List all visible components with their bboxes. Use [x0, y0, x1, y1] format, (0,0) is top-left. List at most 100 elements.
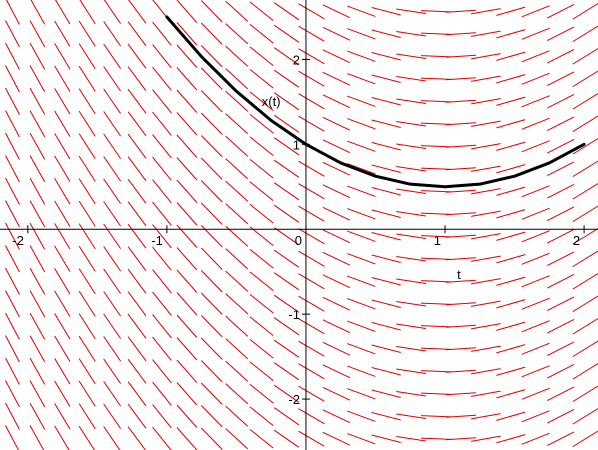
direction-segment	[572, 272, 598, 290]
direction-segment	[396, 256, 427, 262]
direction-segment	[103, 43, 122, 69]
direction-segment	[249, 316, 274, 337]
direction-segment	[5, 42, 20, 70]
direction-segment	[547, 94, 575, 109]
x-axis-label: t	[457, 267, 461, 282]
direction-segment	[521, 50, 550, 63]
direction-segment	[249, 248, 274, 269]
direction-segment	[249, 91, 274, 112]
direction-segment	[421, 302, 452, 305]
direction-segment	[371, 232, 401, 241]
direction-segment	[298, 205, 325, 222]
direction-segment	[5, 200, 20, 228]
direction-segment	[496, 74, 526, 84]
direction-segment	[572, 227, 598, 245]
direction-segment	[371, 52, 401, 61]
direction-segment	[54, 88, 71, 115]
direction-segment	[547, 319, 575, 334]
axis-ticks: -2 -1 0 1 2 -2 -1 1 2	[12, 52, 585, 407]
direction-segment	[225, 248, 249, 270]
direction-segment	[5, 380, 20, 408]
direction-segment	[298, 363, 325, 380]
solution-curve	[165, 15, 586, 189]
direction-segment	[572, 160, 598, 178]
direction-segment	[176, 337, 198, 361]
direction-segment	[396, 121, 427, 127]
direction-segment	[298, 318, 325, 335]
direction-segment	[273, 429, 300, 448]
direction-segment	[322, 94, 351, 109]
direction-segment	[521, 297, 550, 310]
direction-segment	[547, 71, 575, 86]
direction-segment	[54, 110, 71, 137]
direction-segment	[152, 156, 172, 181]
direction-segment	[152, 336, 172, 361]
direction-segment	[152, 404, 172, 429]
direction-segment	[273, 2, 300, 21]
direction-segment	[78, 335, 96, 362]
direction-segment	[273, 294, 300, 313]
x-tick-label: 1	[434, 233, 441, 248]
direction-segment	[445, 77, 476, 81]
direction-segment	[249, 158, 274, 179]
direction-segment	[347, 208, 376, 220]
direction-segment	[54, 245, 71, 272]
direction-segment	[103, 268, 122, 294]
direction-segment	[29, 65, 46, 93]
direction-segment	[78, 200, 96, 227]
direction-segment	[78, 88, 96, 115]
direction-segment	[572, 205, 598, 223]
direction-segment	[103, 66, 122, 92]
direction-segment	[225, 0, 249, 22]
direction-segment	[103, 313, 122, 339]
direction-segment	[152, 21, 172, 46]
direction-segment	[572, 25, 598, 43]
direction-segment	[5, 222, 20, 250]
direction-segment	[496, 434, 526, 444]
direction-segment	[396, 188, 427, 194]
direction-segment	[322, 409, 351, 424]
direction-segment	[445, 302, 476, 306]
direction-segment	[5, 20, 20, 48]
direction-segment	[152, 291, 172, 316]
direction-segment	[445, 144, 476, 148]
direction-segment	[103, 223, 122, 249]
direction-segment	[200, 202, 223, 225]
direction-segment	[471, 165, 501, 172]
direction-segment	[471, 30, 501, 37]
direction-segment	[471, 53, 501, 60]
direction-segment	[396, 98, 427, 104]
direction-segment	[127, 111, 147, 137]
direction-segment	[103, 133, 122, 159]
direction-segment	[521, 5, 550, 18]
direction-segment	[347, 28, 376, 40]
direction-segment	[496, 299, 526, 309]
direction-segment	[103, 178, 122, 204]
direction-segment	[200, 292, 223, 315]
direction-segment	[421, 10, 452, 13]
direction-segment	[200, 157, 223, 180]
direction-segment	[421, 212, 452, 215]
direction-segment	[445, 234, 476, 238]
direction-segment	[371, 344, 401, 353]
direction-segment	[347, 365, 376, 377]
direction-segment	[396, 368, 427, 374]
direction-segment	[347, 163, 376, 175]
direction-segment	[5, 425, 19, 450]
direction-segment	[273, 69, 300, 88]
direction-segment	[5, 177, 20, 205]
direction-segment	[298, 385, 325, 402]
direction-segment	[521, 27, 550, 40]
direction-segment	[347, 5, 376, 17]
direction-segment	[471, 210, 501, 217]
direction-segment	[347, 388, 376, 400]
direction-segment	[298, 295, 325, 312]
direction-segment	[29, 110, 46, 138]
direction-segment	[225, 180, 249, 202]
direction-segment	[496, 141, 526, 151]
direction-segment	[176, 427, 198, 450]
direction-segment	[200, 90, 223, 113]
direction-segment	[547, 229, 575, 244]
direction-segment	[225, 428, 249, 450]
direction-segment	[347, 298, 376, 310]
